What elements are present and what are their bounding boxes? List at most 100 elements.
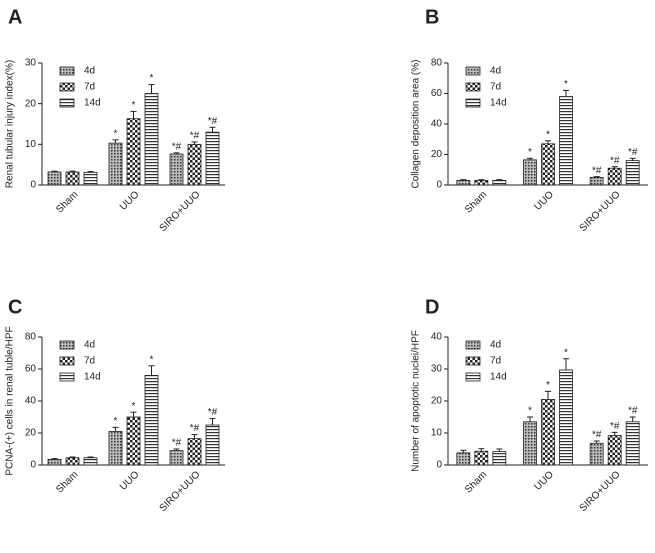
bar: [541, 398, 555, 466]
bar: [589, 176, 604, 186]
y-axis-label: PCNA-(+) cells in renal tuble/HPF: [5, 326, 16, 475]
bar: [523, 159, 537, 186]
significance-label: *: [150, 354, 154, 365]
bar: [523, 421, 537, 466]
significance-label: *: [546, 129, 550, 140]
bar: [65, 171, 80, 186]
bar: [541, 143, 555, 186]
bar: [65, 457, 80, 466]
y-tick-label: 10: [25, 139, 37, 150]
legend-label: 4d: [490, 66, 501, 77]
legend-swatch: [59, 372, 75, 382]
panel-letter: A: [8, 6, 22, 28]
bar: [187, 438, 202, 466]
bar: [126, 416, 141, 466]
x-tick-label: UUO: [118, 469, 142, 493]
x-tick-label: SIRO+UUO: [578, 469, 623, 514]
legend-label: 7d: [490, 356, 501, 367]
bar: [607, 435, 622, 466]
x-tick-label: SIRO+UUO: [158, 189, 203, 234]
x-tick-label: Sham: [463, 469, 489, 495]
bar: [47, 171, 62, 186]
y-tick-label: 20: [25, 428, 37, 439]
panel-letter: B: [425, 6, 439, 28]
legend-label: 14d: [490, 372, 507, 383]
significance-label: *: [150, 73, 154, 84]
y-axis-label: Renal tubular injury index(%): [5, 60, 16, 188]
bar: [625, 160, 640, 186]
bar: [625, 421, 640, 466]
legend-swatch: [59, 98, 75, 108]
y-tick-label: 0: [436, 460, 442, 471]
bar: [83, 171, 98, 186]
bar: [456, 452, 471, 466]
significance-label: *#: [610, 155, 620, 166]
y-tick-label: 10: [431, 428, 443, 439]
legend-swatch: [465, 340, 481, 350]
y-tick-label: 30: [431, 364, 443, 375]
y-axis-label: Collagen deposition area (%): [411, 60, 422, 189]
significance-label: *#: [628, 147, 638, 158]
legend-label: 14d: [490, 98, 507, 109]
bar: [144, 374, 159, 466]
bar: [108, 430, 123, 466]
bar: [559, 96, 573, 186]
panel-letter: D: [425, 296, 439, 318]
y-tick-label: 80: [25, 332, 37, 343]
significance-label: *#: [190, 423, 200, 434]
bar: [474, 450, 489, 466]
bar: [456, 180, 471, 186]
bar: [559, 369, 573, 466]
significance-label: *: [528, 406, 532, 417]
bar: [589, 442, 604, 466]
significance-label: *#: [190, 131, 200, 142]
y-tick-label: 0: [30, 460, 36, 471]
bar: [205, 131, 220, 186]
legend-swatch: [59, 356, 75, 366]
bar: [126, 118, 141, 186]
y-tick-label: 20: [431, 396, 443, 407]
legend-label: 4d: [84, 340, 95, 351]
significance-label: *: [546, 380, 550, 391]
significance-label: *: [132, 100, 136, 111]
y-axis-label: Number of apoptotic nuclei/HPF: [411, 330, 422, 472]
legend-label: 4d: [490, 340, 501, 351]
y-tick-label: 40: [431, 119, 443, 130]
legend-swatch: [59, 82, 75, 92]
legend-swatch: [59, 66, 75, 76]
bar: [492, 451, 507, 466]
significance-label: *#: [172, 438, 182, 449]
bar: [169, 450, 184, 466]
y-tick-label: 20: [431, 149, 443, 160]
legend-label: 14d: [84, 372, 101, 383]
significance-label: *#: [610, 421, 620, 432]
y-tick-label: 40: [431, 332, 443, 343]
x-tick-label: Sham: [54, 189, 80, 215]
significance-label: *: [132, 401, 136, 412]
bar: [492, 180, 507, 186]
significance-label: *#: [592, 165, 602, 176]
legend-label: 4d: [84, 66, 95, 77]
bar: [169, 153, 184, 186]
legend-label: 7d: [84, 356, 95, 367]
legend-swatch: [465, 82, 481, 92]
legend-swatch: [465, 98, 481, 108]
x-tick-label: Sham: [463, 189, 489, 215]
legend-label: 7d: [84, 82, 95, 93]
bar: [47, 458, 62, 466]
legend-swatch: [59, 340, 75, 350]
bar: [474, 180, 489, 186]
bar: [83, 457, 98, 466]
legend-swatch: [465, 356, 481, 366]
panel-letter: C: [8, 296, 22, 318]
significance-label: *: [528, 147, 532, 158]
legend-label: 7d: [490, 82, 501, 93]
legend-swatch: [465, 66, 481, 76]
significance-label: *#: [172, 142, 182, 153]
y-tick-label: 30: [25, 58, 37, 69]
significance-label: *: [114, 129, 118, 140]
y-tick-label: 20: [25, 98, 37, 109]
significance-label: *#: [208, 407, 218, 418]
significance-label: *#: [208, 116, 218, 127]
